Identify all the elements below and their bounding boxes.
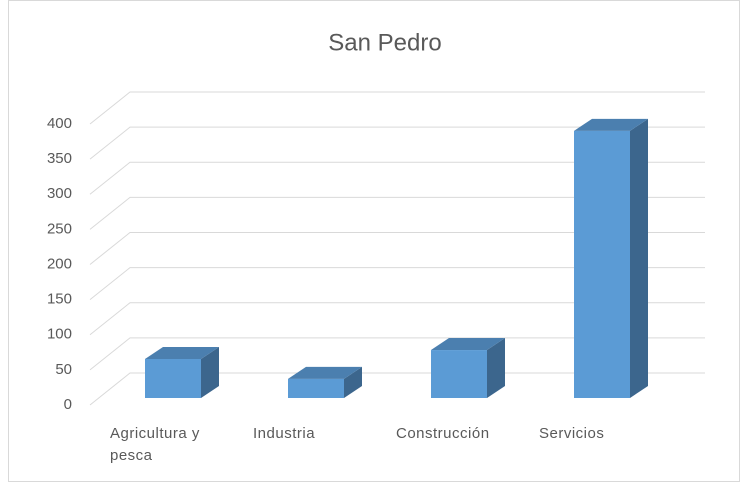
bar-side [630, 118, 648, 398]
grid-line [89, 337, 705, 371]
grid-line [89, 302, 705, 336]
y-tick-label: 0 [64, 396, 72, 413]
grid-line [89, 161, 705, 195]
y-tick-label: 50 [55, 361, 72, 378]
bar-top [288, 366, 362, 379]
bar-side [344, 366, 362, 398]
y-tick-label: 200 [47, 255, 72, 272]
grid-line [89, 372, 705, 406]
bar-top [145, 346, 219, 359]
bar [145, 358, 201, 398]
bar [574, 130, 630, 398]
grid-line [89, 91, 705, 125]
grid-line [89, 196, 705, 230]
bar-top [431, 338, 505, 351]
bar [431, 350, 487, 398]
y-tick-label: 100 [47, 326, 72, 343]
x-tick-label: Industria [253, 425, 316, 442]
grid-line [89, 267, 705, 301]
bar-top [574, 118, 648, 131]
y-tick-label: 300 [47, 185, 72, 202]
grid-line [89, 126, 705, 160]
x-tick-label: Construcción [396, 425, 490, 442]
x-tick-label: Servicios [539, 425, 605, 442]
x-tick-label: Agricultura y pesca [110, 425, 200, 464]
y-tick-label: 400 [47, 115, 72, 132]
chart-title: San Pedro [328, 29, 441, 56]
y-tick-label: 250 [47, 220, 72, 237]
y-tick-label: 350 [47, 150, 72, 167]
bar [288, 378, 344, 398]
bar-side [487, 338, 505, 398]
bar-side [201, 346, 219, 398]
grid-line [89, 232, 705, 265]
y-tick-label: 150 [47, 291, 72, 308]
